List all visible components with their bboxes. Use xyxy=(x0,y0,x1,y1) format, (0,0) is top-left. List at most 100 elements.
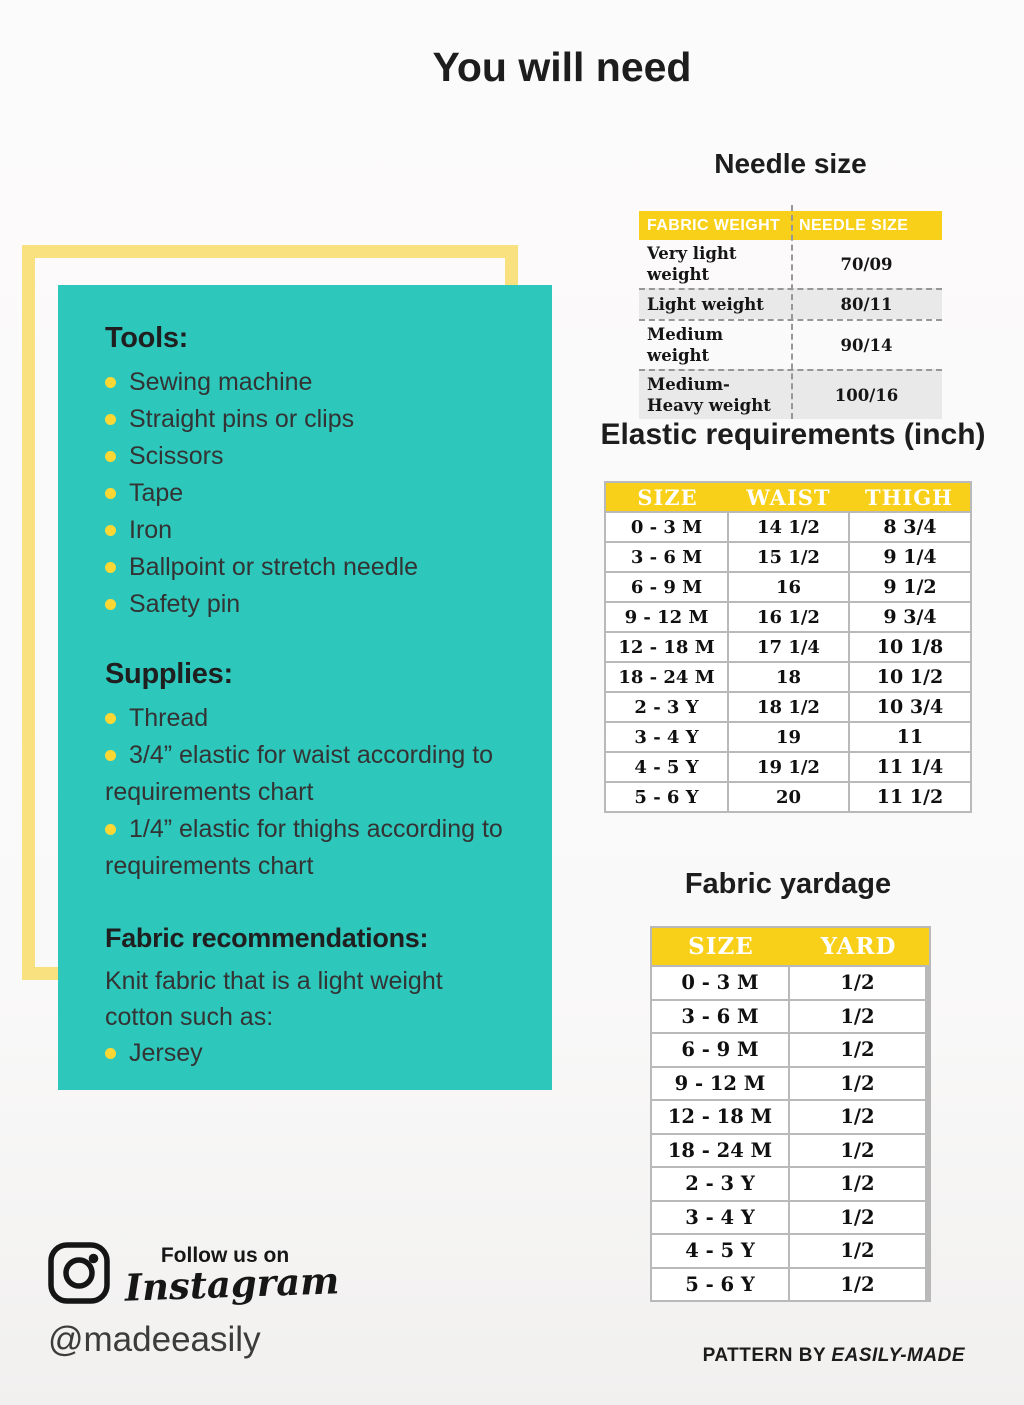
elastic_table-cell: 9 1/2 xyxy=(850,573,970,601)
info-panel: Tools: Sewing machine Straight pins or cl… xyxy=(58,285,552,1090)
supply-item-label: 1/4” elastic for thighs according to req… xyxy=(105,815,503,880)
instagram-wordmark: Instagram xyxy=(124,1258,340,1310)
needle-size-cell: 80/11 xyxy=(840,295,893,314)
fabric-item: Jersey xyxy=(105,1035,512,1072)
pattern-brand: EASILY-MADE xyxy=(831,1345,965,1366)
elastic_table-cell: 11 1/2 xyxy=(850,783,970,811)
instagram-handle: @madeeasily xyxy=(48,1320,261,1359)
supplies-list: Thread 3/4” elastic for waist according t… xyxy=(105,700,512,885)
supply-item: Thread xyxy=(105,700,512,737)
yardage_table-cell: 1/2 xyxy=(790,1268,925,1300)
elastic-table-header: SIZE WAIST THIGH xyxy=(606,483,970,511)
needle-header-needle-size: NEEDLE SIZE xyxy=(799,216,909,234)
needle-size-cell: 70/09 xyxy=(840,254,893,274)
fabric-yardage-table: SIZE YARD 0 - 3 M 1/2 3 - 6 M 1/2 6 - 9 M 1/2 9… xyxy=(650,926,931,1302)
elastic_table-cell: 10 1/2 xyxy=(850,663,970,691)
bullet-icon xyxy=(105,414,116,425)
needle-table-row: Medium weight 90/14 xyxy=(639,319,942,369)
elastic_table-header-size: SIZE xyxy=(637,484,698,510)
tool-item-label: Safety pin xyxy=(129,590,241,618)
needle-table-row: Very light weight 70/09 xyxy=(639,240,942,288)
elastic_table-cell: 19 xyxy=(729,723,848,751)
fabric-item-label: Jersey xyxy=(129,1039,203,1067)
supply-item: 1/4” elastic for thighs according to req… xyxy=(105,811,512,885)
elastic_table-cell: 16 1/2 xyxy=(729,603,848,631)
bullet-icon xyxy=(105,525,116,536)
fabric-weight-cell: Light weight xyxy=(647,295,764,314)
yardage_table-header-yard: YARD xyxy=(820,933,897,960)
bullet-icon xyxy=(105,562,116,573)
tool-item-label: Iron xyxy=(129,516,173,544)
elastic_table-cell: 18 - 24 M xyxy=(606,663,727,691)
yardage-table-header: SIZE YARD xyxy=(652,928,929,965)
tool-item-label: Tape xyxy=(129,479,184,507)
pattern-by-label: PATTERN BY xyxy=(702,1345,827,1366)
bullet-icon xyxy=(105,750,116,761)
supply-item-label: 3/4” elastic for waist according to requ… xyxy=(105,741,494,806)
elastic_table-cell: 6 - 9 M xyxy=(606,573,727,601)
yardage_table-cell: 6 - 9 M xyxy=(652,1034,788,1066)
elastic-table-body: 0 - 3 M 14 1/2 8 3/4 3 - 6 M 15 1/2 9 1/4 6 - … xyxy=(606,513,970,811)
fabric-intro-text: Knit fabric that is a light weight cotto… xyxy=(105,967,443,1031)
tool-item: Ballpoint or stretch needle xyxy=(105,549,512,586)
yardage_table-cell: 1/2 xyxy=(790,1034,925,1066)
tool-item: Safety pin xyxy=(105,586,512,623)
needle-table-column-divider xyxy=(791,205,793,419)
tools-heading: Tools: xyxy=(105,322,189,354)
bullet-icon xyxy=(105,488,116,499)
yardage_table-cell: 18 - 24 M xyxy=(652,1134,788,1166)
elastic_table-cell: 12 - 18 M xyxy=(606,633,727,661)
elastic_table-cell: 4 - 5 Y xyxy=(606,753,727,781)
yardage_table-cell: 4 - 5 Y xyxy=(652,1235,788,1267)
needle-header-fabric-weight: FABRIC WEIGHT xyxy=(647,216,781,234)
elastic_table-cell: 11 xyxy=(850,723,970,751)
yardage_table-cell: 3 - 4 Y xyxy=(652,1201,788,1233)
elastic_table-cell: 9 - 12 M xyxy=(606,603,727,631)
needle-size-table: FABRIC WEIGHT NEEDLE SIZE Very light wei… xyxy=(639,205,942,419)
needle-table-row: Light weight 80/11 xyxy=(639,288,942,319)
yardage_table-cell: 9 - 12 M xyxy=(652,1067,788,1099)
fabric-weight-cell: Medium- Heavy weight xyxy=(647,375,771,415)
elastic_table-cell: 17 1/4 xyxy=(729,633,848,661)
elastic_table-cell: 11 1/4 xyxy=(850,753,970,781)
tool-item: Tape xyxy=(105,475,512,512)
tool-item-label: Straight pins or clips xyxy=(129,405,355,433)
bullet-icon xyxy=(105,451,116,462)
elastic-requirements-title: Elastic requirements (inch) xyxy=(600,418,986,451)
elastic_table-cell: 8 3/4 xyxy=(850,513,970,541)
fabric-weight-cell: Medium weight xyxy=(647,325,724,365)
needle-table-body: Very light weight 70/09 Light weight 80/11 M… xyxy=(639,240,942,419)
elastic_table-cell: 14 1/2 xyxy=(729,513,848,541)
supply-item-label: Thread xyxy=(129,704,209,732)
yardage_table-cell: 2 - 3 Y xyxy=(652,1168,788,1200)
needle-size-cell: 90/14 xyxy=(840,335,893,355)
elastic_table-header-waist: WAIST xyxy=(746,484,831,510)
yardage_table-cell: 1/2 xyxy=(790,1134,925,1166)
yardage_table-cell: 1/2 xyxy=(790,967,925,999)
fabric-yardage-title: Fabric yardage xyxy=(684,868,892,900)
fabric-recommendations-heading: Fabric recommendations: xyxy=(105,923,429,953)
needle-size-cell: 100/16 xyxy=(834,385,899,405)
tool-item: Iron xyxy=(105,512,512,549)
elastic_table-cell: 10 3/4 xyxy=(850,693,970,721)
tools-list: Sewing machine Straight pins or clips Scis… xyxy=(105,364,512,623)
elastic_table-cell: 20 xyxy=(729,783,848,811)
yardage_table-cell: 0 - 3 M xyxy=(652,967,788,999)
elastic_table-cell: 16 xyxy=(729,573,848,601)
bullet-icon xyxy=(105,824,116,835)
yardage_table-cell: 1/2 xyxy=(790,1000,925,1032)
elastic_table-cell: 9 3/4 xyxy=(850,603,970,631)
tool-item: Sewing machine xyxy=(105,364,512,401)
fabric-list: Jersey xyxy=(105,1035,512,1072)
tool-item: Straight pins or clips xyxy=(105,401,512,438)
elastic-requirements-table: SIZE WAIST THIGH 0 - 3 M 14 1/2 8 3/4 3 - 6 M… xyxy=(604,481,972,813)
needle-table-header: FABRIC WEIGHT NEEDLE SIZE xyxy=(639,211,942,240)
supply-item: 3/4” elastic for waist according to requ… xyxy=(105,737,512,811)
tool-item-label: Ballpoint or stretch needle xyxy=(129,553,419,581)
elastic_table-cell: 18 xyxy=(729,663,848,691)
elastic_table-cell: 3 - 6 M xyxy=(606,543,727,571)
elastic_table-cell: 2 - 3 Y xyxy=(606,693,727,721)
yardage_table-cell: 3 - 6 M xyxy=(652,1000,788,1032)
needle-table-row: Medium- Heavy weight 100/16 xyxy=(639,369,942,419)
